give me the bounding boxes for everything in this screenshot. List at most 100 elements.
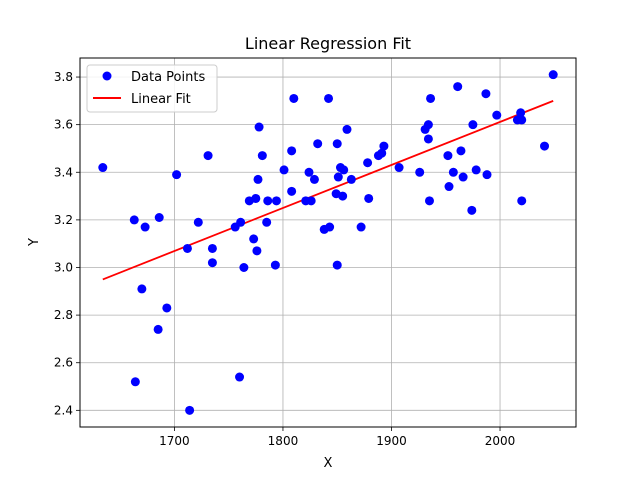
y-tick-label: 3.0 <box>54 260 73 274</box>
data-point <box>356 222 366 232</box>
data-point <box>185 405 195 415</box>
data-point <box>130 377 140 387</box>
data-point <box>182 243 192 253</box>
y-tick-label: 3.4 <box>54 165 73 179</box>
data-point <box>346 174 356 184</box>
data-point <box>363 158 373 168</box>
data-point <box>207 243 217 253</box>
data-point <box>203 151 213 161</box>
y-tick-label: 3.8 <box>54 70 73 84</box>
y-axis-label: Y <box>27 238 42 247</box>
data-point <box>548 70 558 80</box>
data-point <box>423 120 433 130</box>
data-point <box>453 82 463 92</box>
data-point <box>279 165 289 175</box>
data-point <box>254 122 264 132</box>
data-point <box>481 89 491 99</box>
data-point <box>339 165 349 175</box>
data-point <box>235 372 245 382</box>
data-point <box>129 215 139 225</box>
legend: Data Points Linear Fit <box>86 64 218 113</box>
data-point <box>338 191 348 201</box>
y-tick-label: 3.2 <box>54 213 73 227</box>
data-point <box>270 260 280 270</box>
data-point <box>332 139 342 149</box>
data-point <box>287 146 297 156</box>
data-point <box>517 115 527 125</box>
data-point <box>162 303 172 313</box>
chart-title: Linear Regression Fit <box>245 34 411 53</box>
linear-fit-line <box>102 100 554 281</box>
data-point <box>239 262 249 272</box>
x-tick-label: 1900 <box>376 434 407 448</box>
data-point <box>394 163 404 173</box>
legend-label-data-points: Data Points <box>131 70 205 85</box>
y-tick-label: 2.8 <box>54 308 73 322</box>
data-point <box>140 222 150 232</box>
data-point <box>444 182 454 192</box>
data-point <box>257 151 267 161</box>
data-point <box>443 151 453 161</box>
data-point <box>137 284 147 294</box>
data-point <box>364 193 374 203</box>
data-point <box>423 134 433 144</box>
data-point <box>193 217 203 227</box>
data-point <box>289 93 299 103</box>
data-point <box>467 205 477 215</box>
data-point <box>333 172 343 182</box>
data-point <box>458 172 468 182</box>
data-point <box>324 93 334 103</box>
data-point <box>377 148 387 158</box>
data-point <box>263 196 273 206</box>
data-point <box>153 324 163 334</box>
data-point <box>313 139 323 149</box>
data-point <box>424 196 434 206</box>
data-point <box>426 93 436 103</box>
data-point <box>253 174 263 184</box>
data-point <box>379 141 389 151</box>
data-point <box>540 141 550 151</box>
data-point <box>98 163 108 173</box>
data-point <box>172 170 182 180</box>
y-tick-label: 2.6 <box>54 356 73 370</box>
data-point <box>456 146 466 156</box>
data-point <box>482 170 492 180</box>
data-point <box>342 124 352 134</box>
y-axis-ticks: 2.4 2.6 2.8 3.0 3.2 3.4 3.6 3.8 <box>54 70 80 417</box>
x-axis-label: X <box>324 456 333 471</box>
x-tick-label: 1800 <box>268 434 299 448</box>
data-point <box>415 167 425 177</box>
data-point <box>249 234 259 244</box>
data-point <box>304 167 314 177</box>
data-point <box>516 108 526 118</box>
data-point <box>517 196 527 206</box>
data-point <box>492 110 502 120</box>
data-point <box>471 165 481 175</box>
data-point <box>207 258 217 268</box>
x-tick-label: 2000 <box>485 434 516 448</box>
data-points-layer <box>98 70 558 415</box>
data-point <box>306 196 316 206</box>
data-point <box>262 217 272 227</box>
data-point <box>236 217 246 227</box>
y-tick-label: 3.6 <box>54 118 73 132</box>
data-point <box>154 213 164 223</box>
x-axis-ticks: 1700 1800 1900 2000 <box>159 427 515 448</box>
data-point <box>325 222 335 232</box>
data-point <box>332 260 342 270</box>
y-tick-label: 2.4 <box>54 403 73 417</box>
data-point <box>287 186 297 196</box>
fit-line-layer <box>102 100 554 281</box>
data-point <box>309 174 319 184</box>
legend-marker-data-points <box>102 71 112 81</box>
plot-area-frame <box>79 57 577 428</box>
data-point <box>448 167 458 177</box>
data-point <box>271 196 281 206</box>
legend-label-linear-fit: Linear Fit <box>131 92 191 107</box>
data-point <box>468 120 478 130</box>
data-point <box>252 246 262 256</box>
data-point <box>251 193 261 203</box>
x-tick-label: 1700 <box>159 434 190 448</box>
legend-box <box>86 64 218 113</box>
